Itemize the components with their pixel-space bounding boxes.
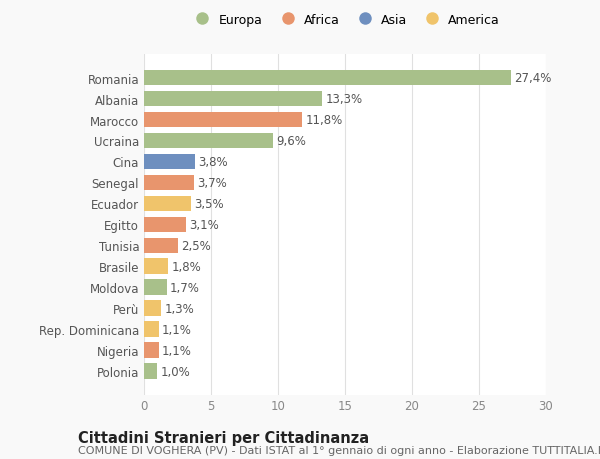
Text: 9,6%: 9,6% <box>276 134 306 148</box>
Text: 1,3%: 1,3% <box>165 302 194 315</box>
Bar <box>144 238 178 254</box>
Text: 1,8%: 1,8% <box>172 260 201 273</box>
Bar <box>144 133 272 149</box>
Bar <box>144 364 157 379</box>
Text: 27,4%: 27,4% <box>515 72 552 85</box>
Bar <box>144 196 191 212</box>
Bar <box>144 217 185 233</box>
Text: 3,1%: 3,1% <box>189 218 218 231</box>
Text: 1,1%: 1,1% <box>162 323 192 336</box>
Bar <box>144 112 302 128</box>
Text: 13,3%: 13,3% <box>326 93 362 106</box>
Bar <box>144 322 159 337</box>
Bar <box>144 91 322 107</box>
Text: 2,5%: 2,5% <box>181 239 211 252</box>
Bar <box>144 280 167 296</box>
Bar <box>144 154 195 170</box>
Text: 1,1%: 1,1% <box>162 344 192 357</box>
Text: 3,7%: 3,7% <box>197 177 227 190</box>
Bar <box>144 343 159 358</box>
Text: 1,0%: 1,0% <box>161 365 191 378</box>
Bar <box>144 259 168 274</box>
Legend: Europa, Africa, Asia, America: Europa, Africa, Asia, America <box>190 14 500 27</box>
Bar <box>144 175 194 191</box>
Text: 3,8%: 3,8% <box>198 156 228 168</box>
Text: 3,5%: 3,5% <box>194 197 224 211</box>
Text: Cittadini Stranieri per Cittadinanza: Cittadini Stranieri per Cittadinanza <box>78 431 369 446</box>
Text: COMUNE DI VOGHERA (PV) - Dati ISTAT al 1° gennaio di ogni anno - Elaborazione TU: COMUNE DI VOGHERA (PV) - Dati ISTAT al 1… <box>78 445 600 455</box>
Bar <box>144 71 511 86</box>
Text: 1,7%: 1,7% <box>170 281 200 294</box>
Text: 11,8%: 11,8% <box>305 114 343 127</box>
Bar <box>144 301 161 317</box>
